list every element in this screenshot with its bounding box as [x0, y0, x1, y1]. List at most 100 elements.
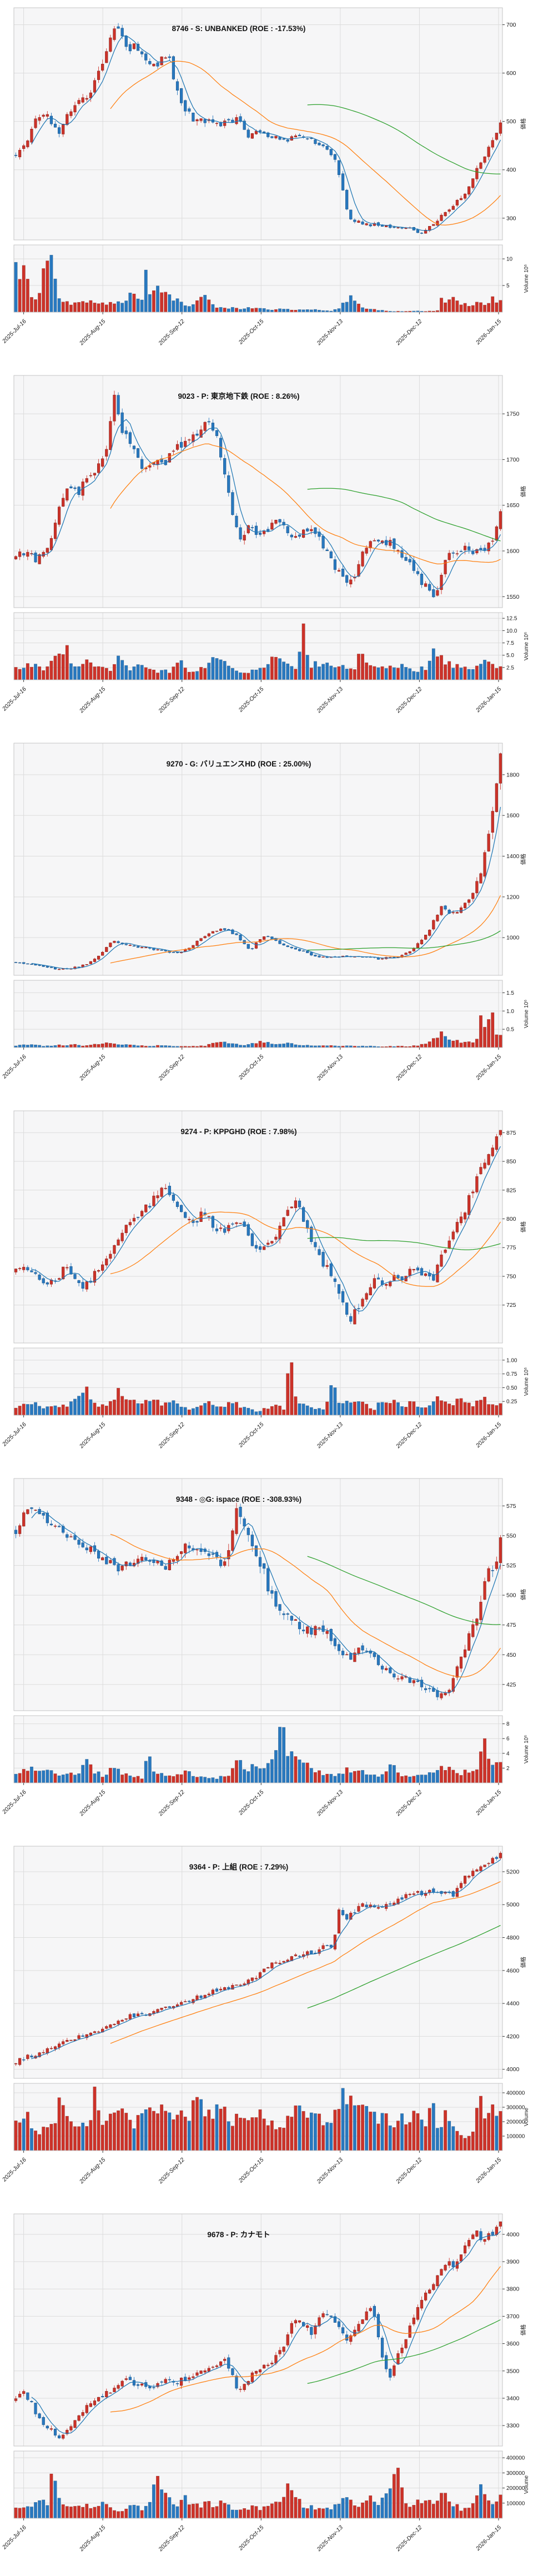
date-tick-label: 2025-Nov-13: [315, 318, 344, 347]
price-tick-label: 575: [506, 1503, 516, 1510]
volume-axis-label: Volume: [524, 2475, 530, 2494]
chart-panel-8746: 300 400 500 600 700 5 10 2025-Jul-16 2025-Aug-15…: [0, 0, 533, 368]
date-tick-label: 2025-Nov-13: [315, 686, 344, 715]
ma5-line: [31, 419, 501, 590]
price-tick-label: 3400: [506, 2395, 520, 2402]
price-tick-label: 3800: [506, 2286, 520, 2293]
volume-tick-label: 1.00: [506, 1357, 517, 1364]
price-axis-label: 価格: [520, 2324, 527, 2336]
date-tick-label: 2026-Jan-15: [474, 1054, 502, 1082]
price-tick-label: 550: [506, 1532, 516, 1539]
volume-tick-label: 400000: [506, 2091, 525, 2097]
date-tick-label: 2025-Nov-13: [315, 2524, 344, 2553]
volume-plot-background: [14, 980, 502, 1048]
price-tick-label: 500: [506, 1592, 516, 1599]
candlestick-chart-8746: 300 400 500 600 700 5 10 2025-Jul-16 2025-Aug-15…: [1, 7, 530, 347]
chart-panel-9364: 4000 4200 4400 4600 4800 5000 5200 100000 200000…: [0, 1838, 533, 2206]
volume-bars: [14, 623, 502, 680]
price-tick-label: 3600: [506, 2341, 520, 2347]
price-axis-ticks: 725 750 775 800 825 850 875: [502, 1130, 516, 1309]
chart-panel-9348: 425 450 475 500 525 550 575 2 4 6 8 2025-Jul-16 2025…: [0, 1471, 533, 1838]
date-tick-label: 2025-Nov-13: [315, 2157, 344, 2186]
volume-tick-label: 100000: [506, 2134, 525, 2140]
volume-tick-label: 5: [506, 283, 510, 289]
date-axis: 2025-Jul-16 2025-Aug-15 2025-Sep-12 2025-Oc…: [1, 1415, 502, 1450]
price-tick-label: 4000: [506, 2066, 520, 2073]
volume-tick-label: 2: [506, 1766, 510, 1772]
price-tick-label: 1600: [506, 548, 520, 554]
price-axis-label: 価格: [520, 1589, 527, 1600]
ma25-line: [110, 2266, 501, 2413]
candles: [14, 23, 502, 234]
date-tick-label: 2025-Sep-12: [157, 318, 186, 347]
date-tick-label: 2025-Jul-16: [1, 2157, 28, 2184]
price-tick-label: 800: [506, 1216, 516, 1222]
ma75-line: [307, 104, 501, 174]
date-axis: 2025-Jul-16 2025-Aug-15 2025-Sep-12 2025-Oc…: [1, 2518, 502, 2553]
ma5-line: [31, 1146, 501, 1312]
ma25-line: [110, 443, 501, 565]
price-tick-label: 1650: [506, 502, 520, 509]
ma75-line: [307, 1925, 501, 2009]
price-plot-background: [14, 743, 502, 975]
price-axis-ticks: 1000 1200 1400 1600 1800: [502, 771, 520, 941]
price-tick-label: 1550: [506, 594, 520, 600]
price-tick-label: 475: [506, 1622, 516, 1628]
ma25-line: [110, 1211, 501, 1287]
chart-title: 9364 - P: 上組 (ROE : 7.29%): [189, 1862, 289, 1871]
price-tick-label: 1800: [506, 771, 520, 778]
price-tick-label: 3300: [506, 2423, 520, 2429]
volume-axis-ticks: 100000 200000 300000 400000: [502, 2455, 525, 2507]
chart-panel-9274: 725 750 775 800 825 850 875 0.25 0.50 0.75 1.00 202…: [0, 1103, 533, 1471]
axes-spines: [13, 7, 503, 313]
price-axis-ticks: 1550 1600 1650 1700 1750: [502, 411, 520, 600]
volume-axis-ticks: 2.5 5.0 7.5 10.0 12.5: [502, 616, 517, 671]
axes-spines: [13, 1478, 503, 1783]
price-tick-label: 1400: [506, 853, 520, 860]
volume-tick-label: 0.5: [506, 1027, 514, 1033]
date-tick-label: 2025-Oct-15: [237, 1054, 265, 1082]
volume-axis-label: Volume 10⁶: [524, 1000, 530, 1028]
price-tick-label: 425: [506, 1681, 516, 1688]
volume-tick-label: 2.5: [506, 665, 514, 671]
ma5-line: [31, 2231, 501, 2434]
candles: [14, 1130, 502, 1325]
gridlines: [14, 1479, 502, 1783]
price-tick-label: 1000: [506, 935, 520, 941]
date-tick-label: 2025-Aug-15: [78, 2524, 107, 2553]
date-tick-label: 2025-Sep-12: [157, 1054, 186, 1082]
chart-title: 9270 - G: バリュエンスHD (ROE : 25.00%): [167, 760, 311, 768]
date-axis: 2025-Jul-16 2025-Aug-15 2025-Sep-12 2025-Oc…: [1, 680, 502, 715]
date-tick-label: 2026-Jan-15: [474, 686, 502, 714]
date-tick-label: 2025-Aug-15: [78, 318, 107, 347]
date-tick-label: 2025-Jul-16: [1, 686, 28, 713]
price-tick-label: 3700: [506, 2313, 520, 2320]
date-tick-label: 2025-Dec-12: [394, 2157, 423, 2186]
volume-tick-label: 8: [506, 1721, 510, 1727]
ma5-line: [31, 1510, 501, 1693]
date-axis: 2025-Jul-16 2025-Aug-15 2025-Sep-12 2025-Oc…: [1, 1048, 502, 1082]
volume-tick-label: 7.5: [506, 640, 514, 646]
volume-tick-label: 4: [506, 1751, 510, 1757]
price-plot-background: [14, 1479, 502, 1711]
chart-panel-9270: 1000 1200 1400 1600 1800 0.5 1.0 1.5 2025-Jul-16…: [0, 735, 533, 1103]
date-tick-label: 2025-Aug-15: [78, 1421, 107, 1450]
gridlines: [14, 8, 502, 312]
chart-panel-9678: 3300 3400 3500 3600 3700 3800 3900 4000 100000 20…: [0, 2206, 533, 2574]
volume-tick-label: 0.25: [506, 1399, 517, 1405]
ma5-line: [31, 35, 501, 232]
volume-tick-label: 0.50: [506, 1385, 517, 1391]
price-tick-label: 525: [506, 1562, 516, 1569]
ma5-line: [31, 806, 501, 970]
price-tick-label: 5000: [506, 1902, 520, 1908]
volume-axis-ticks: 100000 200000 300000 400000: [502, 2091, 525, 2140]
price-tick-label: 1750: [506, 411, 520, 418]
price-tick-label: 300: [506, 215, 516, 222]
candlestick-chart-9270: 1000 1200 1400 1600 1800 0.5 1.0 1.5 2025-Jul-16…: [1, 743, 530, 1082]
date-tick-label: 2025-Dec-12: [394, 1421, 423, 1450]
volume-tick-label: 200000: [506, 2119, 525, 2126]
price-tick-label: 4600: [506, 1967, 520, 1974]
date-tick-label: 2025-Oct-15: [237, 2524, 265, 2553]
